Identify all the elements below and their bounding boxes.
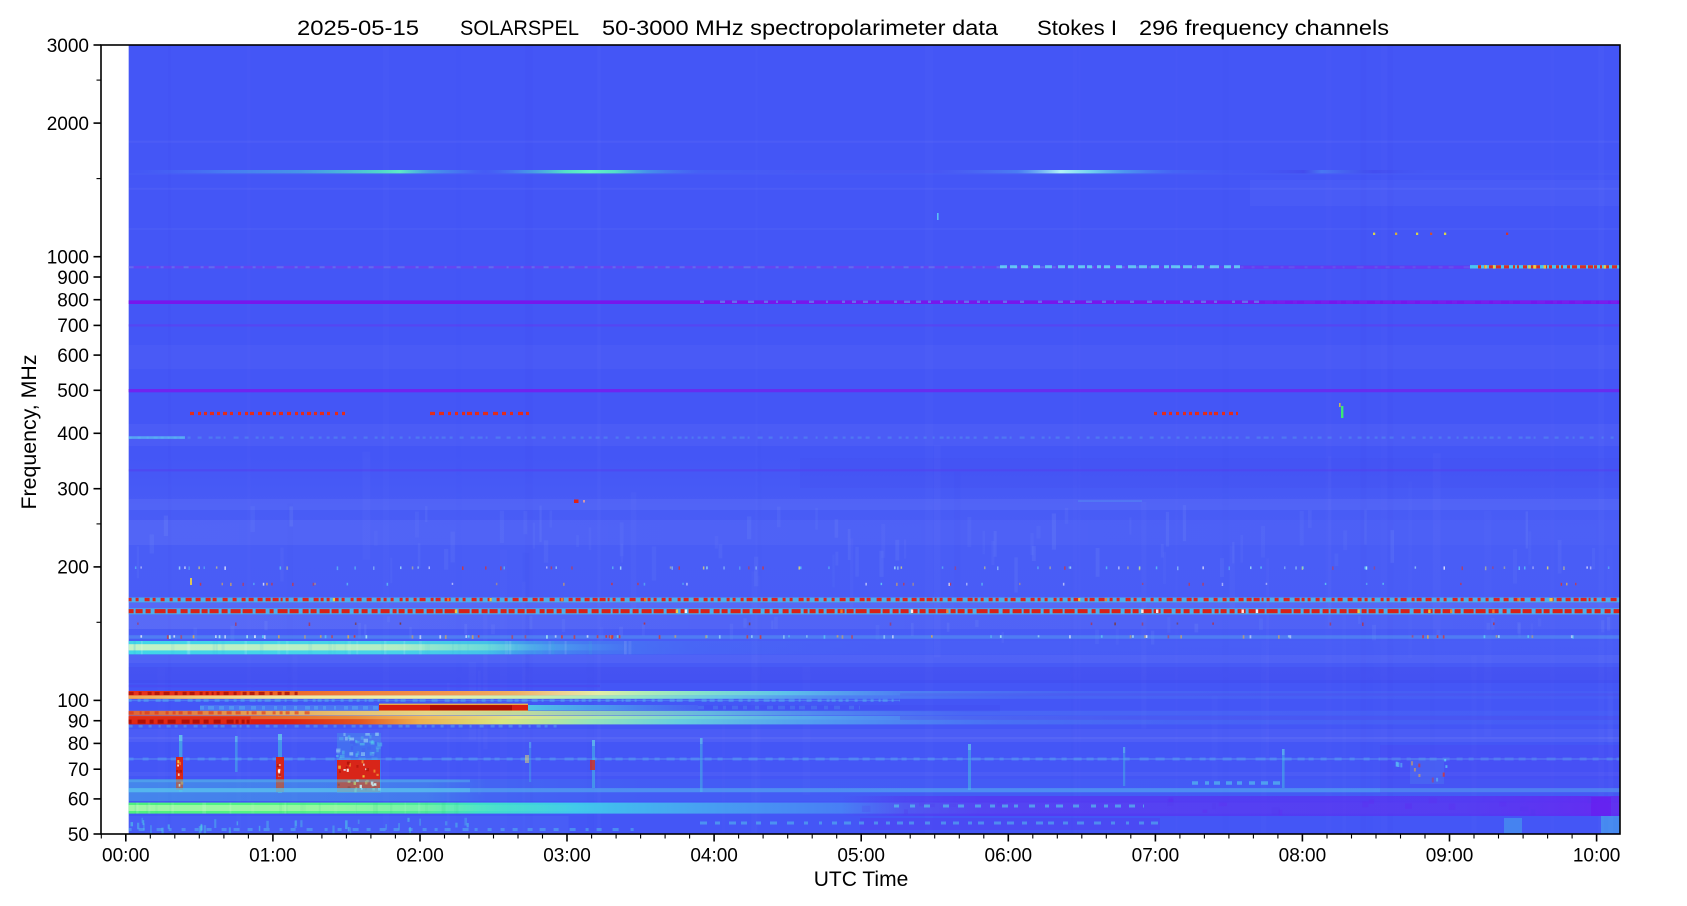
svg-text:1000: 1000 <box>47 248 89 269</box>
svg-text:500: 500 <box>57 381 89 402</box>
svg-text:80: 80 <box>68 734 89 755</box>
svg-text:100: 100 <box>57 691 89 712</box>
svg-text:SOLARSPEL: SOLARSPEL <box>460 17 579 40</box>
svg-text:700: 700 <box>57 316 89 337</box>
svg-text:02:00: 02:00 <box>396 846 444 867</box>
svg-text:UTC Time: UTC Time <box>814 868 909 891</box>
svg-text:05:00: 05:00 <box>837 846 885 867</box>
svg-text:01:00: 01:00 <box>249 846 297 867</box>
svg-text:50: 50 <box>68 825 89 846</box>
svg-text:2025-05-15: 2025-05-15 <box>297 17 419 40</box>
svg-text:3000: 3000 <box>47 36 89 57</box>
svg-text:00:00: 00:00 <box>102 846 150 867</box>
svg-text:2000: 2000 <box>47 114 89 135</box>
svg-text:08:00: 08:00 <box>1279 846 1327 867</box>
svg-text:50-3000 MHz spectropolarimeter: 50-3000 MHz spectropolarimeter data <box>602 17 998 40</box>
svg-text:800: 800 <box>57 291 89 312</box>
svg-text:Frequency, MHz: Frequency, MHz <box>18 355 41 510</box>
svg-text:70: 70 <box>68 760 89 781</box>
svg-text:04:00: 04:00 <box>690 846 738 867</box>
svg-text:09:00: 09:00 <box>1426 846 1474 867</box>
svg-text:200: 200 <box>57 558 89 579</box>
svg-text:Stokes I: Stokes I <box>1037 17 1117 40</box>
svg-text:400: 400 <box>57 424 89 445</box>
svg-text:90: 90 <box>68 712 89 733</box>
svg-text:03:00: 03:00 <box>543 846 591 867</box>
svg-text:600: 600 <box>57 346 89 367</box>
svg-text:60: 60 <box>68 790 89 811</box>
svg-text:06:00: 06:00 <box>985 846 1033 867</box>
svg-text:900: 900 <box>57 268 89 289</box>
svg-text:07:00: 07:00 <box>1132 846 1180 867</box>
svg-text:300: 300 <box>57 480 89 501</box>
svg-text:10:00: 10:00 <box>1573 846 1621 867</box>
svg-text:296 frequency channels: 296 frequency channels <box>1139 17 1389 40</box>
